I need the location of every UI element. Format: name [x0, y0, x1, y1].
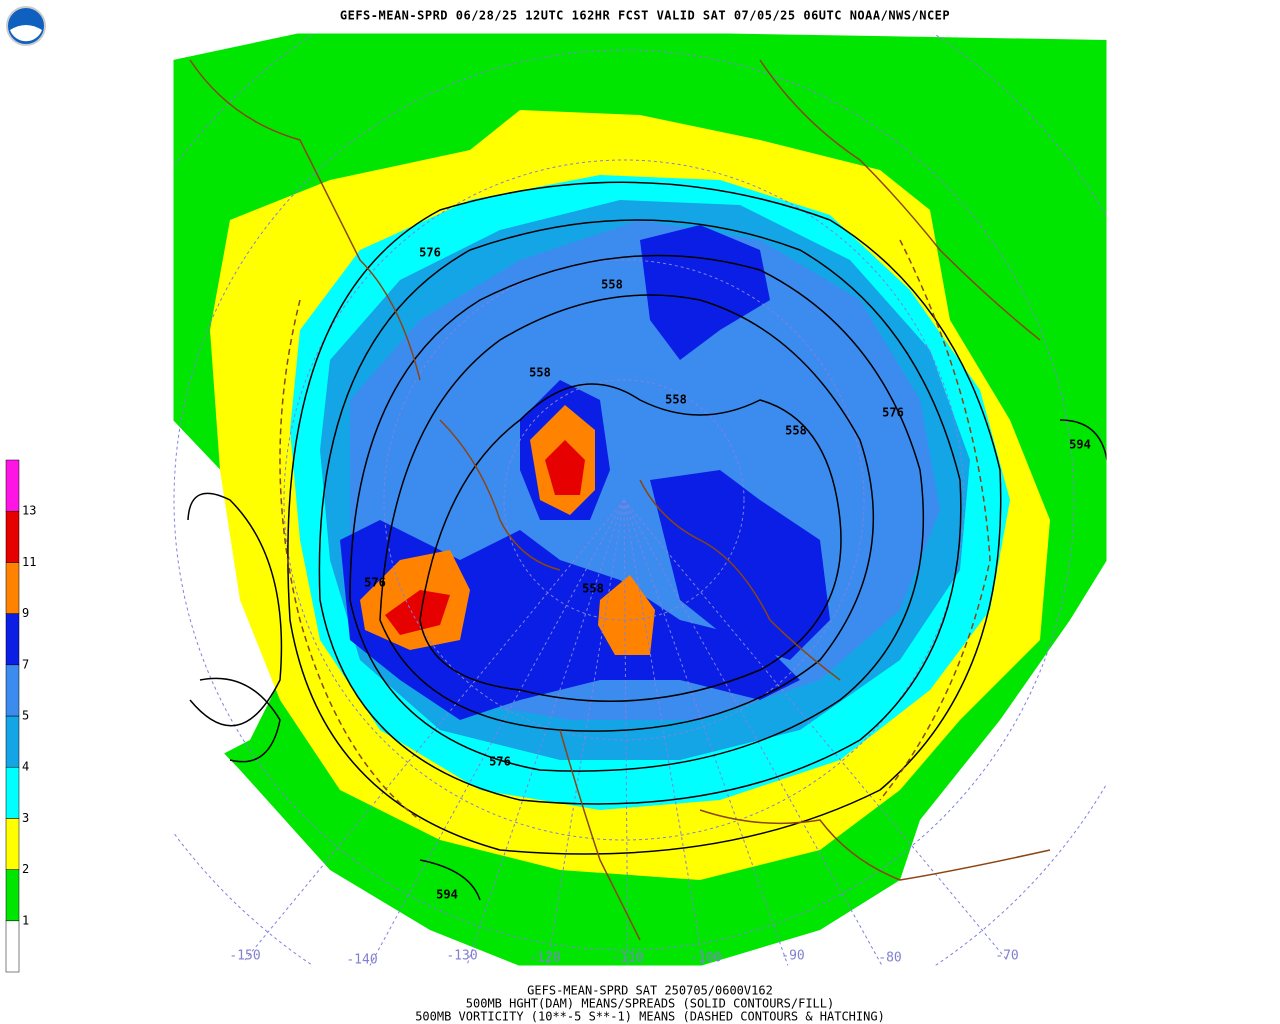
colorbar-label: 11: [22, 555, 36, 569]
contour-label: 558: [582, 582, 604, 596]
colorbar-label: 2: [22, 862, 29, 876]
footer-line: 500MB VORTICITY (10**-5 S**-1) MEANS (DA…: [415, 1010, 885, 1024]
spread-fill-blue: [650, 470, 830, 660]
spread-fill-white: [173, 420, 300, 780]
footer-line: GEFS-MEAN-SPRD SAT 250705/0600V162: [527, 984, 773, 998]
longitude-label: -110: [612, 951, 643, 966]
colorbar: 1 2 3 4 5 7 9 11 13: [5, 459, 36, 973]
colorbar-label: 7: [22, 657, 29, 671]
longitude-label: -80: [878, 951, 901, 966]
longitude-label: -130: [446, 949, 477, 964]
colorbar-swatch: [5, 715, 20, 768]
colorbar-swatch: [5, 613, 20, 666]
longitude-label: -70: [995, 949, 1018, 964]
colorbar-swatch: [5, 869, 20, 922]
longitude-label: -150: [229, 949, 260, 964]
spread-fill-red: [545, 440, 585, 495]
map-frame: [172, 32, 1108, 967]
labels: 576 558 558 558 558 576 594 576 594 558 576 -150 -14…: [229, 246, 1091, 968]
spread-fill-orange: [598, 575, 655, 655]
colorbar-swatch: [5, 920, 20, 973]
spread-fill-blue: [640, 225, 770, 360]
contour-label: 558: [665, 393, 687, 407]
colorbar-swatch: [5, 766, 20, 819]
contour-label: 576: [419, 246, 441, 260]
vorticity-contours: [279, 239, 991, 821]
height-contours: [187, 181, 1107, 901]
contour-label: 558: [601, 278, 623, 292]
map-title: GEFS-MEAN-SPRD 06/28/25 12UTC 162HR FCST…: [340, 9, 950, 23]
longitude-label: -90: [781, 949, 804, 964]
longitude-label: -140: [346, 953, 377, 968]
colorbar-label: 13: [22, 504, 36, 518]
contour-label: 576: [489, 755, 511, 769]
colorbar-label: 5: [22, 709, 29, 723]
colorbar-swatch: [5, 510, 20, 563]
longitude-label: -100: [690, 951, 721, 966]
contour-label: 576: [882, 406, 904, 420]
lat-lon-grid: [173, 33, 1107, 966]
contour-label: 576: [364, 576, 386, 590]
contour-label: 558: [529, 366, 551, 380]
colorbar-swatch: [5, 562, 20, 614]
longitude-label: -120: [529, 951, 560, 966]
contour-label: 594: [436, 888, 458, 902]
colorbar-swatch: [5, 818, 20, 870]
colorbar-label: 4: [22, 760, 29, 774]
contour-label: 594: [1069, 438, 1091, 452]
colorbar-label: 9: [22, 606, 29, 620]
colorbar-swatch: [5, 459, 20, 512]
colorbar-label: 3: [22, 811, 29, 825]
coastlines: [189, 59, 1051, 941]
colorbar-swatch: [5, 664, 20, 717]
map: [173, 33, 1107, 966]
spread-fill-red: [385, 590, 450, 635]
contour-label: 558: [785, 424, 807, 438]
footer-line: 500MB HGHT(DAM) MEANS/SPREADS (SOLID CON…: [466, 997, 834, 1011]
noaa-logo: [6, 6, 46, 46]
colorbar-label: 1: [22, 913, 29, 927]
